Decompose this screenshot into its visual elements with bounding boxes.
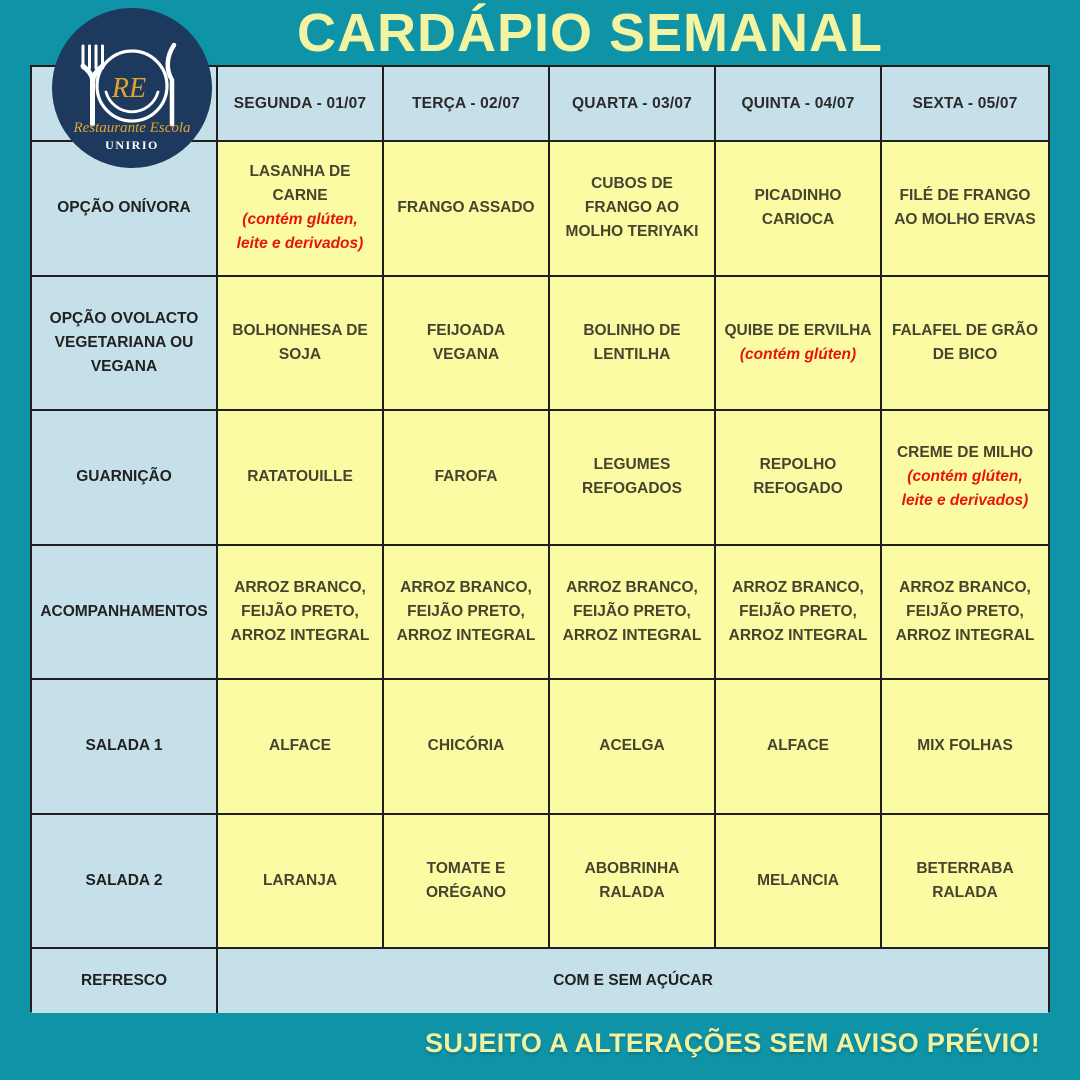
knife-icon: [165, 42, 177, 127]
menu-cell: FRANGO ASSADO: [384, 142, 550, 277]
menu-item-text: ARROZ BRANCO, FEIJÃO PRETO, ARROZ INTEGR…: [230, 578, 370, 644]
menu-cell: ARROZ BRANCO, FEIJÃO PRETO, ARROZ INTEGR…: [384, 545, 550, 680]
plate-icon: [95, 49, 169, 123]
menu-item-text: QUIBE DE ERVILHA: [724, 321, 872, 339]
menu-item-text: FRANGO ASSADO: [397, 199, 535, 217]
menu-cell: FEIJOADA VEGANA: [384, 276, 550, 411]
menu-cell: ARROZ BRANCO, FEIJÃO PRETO, ARROZ INTEGR…: [716, 545, 882, 680]
menu-item-text: CHICÓRIA: [427, 737, 505, 755]
menu-item-text: BOLHONHESA DE SOJA: [232, 321, 368, 363]
fork-icon: [80, 44, 105, 127]
menu-cell: LARANJA: [218, 814, 384, 949]
menu-item-text: FAROFA: [434, 468, 498, 486]
menu-cell: BETERRABA RALADA: [882, 814, 1048, 949]
menu-item-text: MELANCIA: [757, 871, 839, 889]
menu-item-text: TOMATE E ORÉGANO: [425, 859, 507, 901]
day-header-cell: SEXTA - 05/07: [882, 67, 1048, 142]
menu-table: SEGUNDA - 01/07 TERÇA - 02/07 QUARTA - 03/…: [30, 65, 1050, 1013]
menu-cell: ALFACE: [716, 680, 882, 815]
menu-item-text: LEGUMES REFOGADOS: [582, 456, 682, 498]
menu-item-text: ALFACE: [269, 737, 331, 755]
menu-cell: PICADINHO CARIOCA: [716, 142, 882, 277]
menu-item-text: FALAFEL DE GRÃO DE BICO: [891, 321, 1039, 363]
row-label-cell: SALADA 2: [32, 814, 218, 949]
logo-initials: RE: [111, 73, 146, 104]
row-label-cell: GUARNIÇÃO: [32, 411, 218, 546]
menu-item-text: LASANHA DE CARNE: [249, 163, 351, 205]
allergen-note: (contém glúten, leite e derivados): [901, 468, 1029, 510]
menu-cell: ACELGA: [550, 680, 716, 815]
menu-cell: ARROZ BRANCO, FEIJÃO PRETO, ARROZ INTEGR…: [550, 545, 716, 680]
footer-notice: SUJEITO A ALTERAÇÕES SEM AVISO PRÉVIO!: [425, 1028, 1040, 1058]
menu-item-text: CREME DE MILHO: [896, 444, 1034, 462]
menu-item-text: CUBOS DE FRANGO AO MOLHO TERIYAKI: [565, 175, 699, 241]
logo-badge: RE Restaurante Escola UNIRIO: [52, 8, 212, 168]
menu-cell: BOLHONHESA DE SOJA: [218, 276, 384, 411]
menu-cell: MIX FOLHAS: [882, 680, 1048, 815]
row-label-cell: REFRESCO: [32, 949, 218, 1013]
restaurant-logo: RE Restaurante Escola UNIRIO: [52, 8, 212, 168]
menu-item-text: ARROZ BRANCO, FEIJÃO PRETO, ARROZ INTEGR…: [895, 578, 1035, 644]
row-label-cell: OPÇÃO OVOLACTO VEGETARIANA OU VEGANA: [32, 276, 218, 411]
day-header-cell: QUARTA - 03/07: [550, 67, 716, 142]
menu-item-text: ABOBRINHA RALADA: [584, 859, 680, 901]
menu-item-text: COM E SEM AÇÚCAR: [553, 972, 713, 989]
menu-cell: LASANHA DE CARNE (contém glúten, leite e …: [218, 142, 384, 277]
menu-cell: CUBOS DE FRANGO AO MOLHO TERIYAKI: [550, 142, 716, 277]
menu-item-text: REPOLHO REFOGADO: [753, 456, 843, 498]
menu-cell: FAROFA: [384, 411, 550, 546]
menu-item-text: ARROZ BRANCO, FEIJÃO PRETO, ARROZ INTEGR…: [562, 578, 702, 644]
menu-item-text: ARROZ BRANCO, FEIJÃO PRETO, ARROZ INTEGR…: [396, 578, 536, 644]
page-title: CARDÁPIO SEMANAL: [296, 3, 883, 63]
menu-item-text: ACELGA: [599, 737, 665, 755]
allergen-note: (contém glúten): [739, 345, 857, 363]
menu-cell: FILÉ DE FRANGO AO MOLHO ERVAS: [882, 142, 1048, 277]
row-label-cell: SALADA 1: [32, 680, 218, 815]
merged-menu-cell: COM E SEM AÇÚCAR: [218, 949, 1048, 1013]
menu-item-text: PICADINHO CARIOCA: [754, 187, 842, 229]
menu-item-text: BOLINHO DE LENTILHA: [583, 321, 681, 363]
menu-item-text: ARROZ BRANCO, FEIJÃO PRETO, ARROZ INTEGR…: [728, 578, 868, 644]
menu-item-text: ALFACE: [767, 737, 829, 755]
day-header-cell: QUINTA - 04/07: [716, 67, 882, 142]
menu-cell: MELANCIA: [716, 814, 882, 949]
row-label-cell: ACOMPANHAMENTOS: [32, 545, 218, 680]
menu-cell: LEGUMES REFOGADOS: [550, 411, 716, 546]
day-header-cell: TERÇA - 02/07: [384, 67, 550, 142]
menu-cell: CREME DE MILHO (contém glúten, leite e de…: [882, 411, 1048, 546]
logo-institution: UNIRIO: [105, 138, 159, 152]
menu-cell: FALAFEL DE GRÃO DE BICO: [882, 276, 1048, 411]
menu-cell: BOLINHO DE LENTILHA: [550, 276, 716, 411]
menu-item-text: RATATOUILLE: [247, 468, 353, 486]
menu-cell: ABOBRINHA RALADA: [550, 814, 716, 949]
menu-cell: QUIBE DE ERVILHA (contém glúten): [716, 276, 882, 411]
menu-cell: REPOLHO REFOGADO: [716, 411, 882, 546]
menu-item-text: BETERRABA RALADA: [916, 859, 1014, 901]
menu-cell: ALFACE: [218, 680, 384, 815]
day-header-cell: SEGUNDA - 01/07: [218, 67, 384, 142]
menu-item-text: FILÉ DE FRANGO AO MOLHO ERVAS: [894, 187, 1036, 229]
menu-cell: ARROZ BRANCO, FEIJÃO PRETO, ARROZ INTEGR…: [882, 545, 1048, 680]
menu-cell: RATATOUILLE: [218, 411, 384, 546]
menu-cell: ARROZ BRANCO, FEIJÃO PRETO, ARROZ INTEGR…: [218, 545, 384, 680]
allergen-note: (contém glúten, leite e derivados): [236, 211, 364, 253]
menu-item-text: FEIJOADA VEGANA: [426, 321, 506, 363]
menu-item-text: LARANJA: [262, 871, 338, 889]
menu-cell: CHICÓRIA: [384, 680, 550, 815]
menu-item-text: MIX FOLHAS: [917, 737, 1013, 755]
menu-cell: TOMATE E ORÉGANO: [384, 814, 550, 949]
logo-name: Restaurante Escola: [72, 120, 190, 136]
